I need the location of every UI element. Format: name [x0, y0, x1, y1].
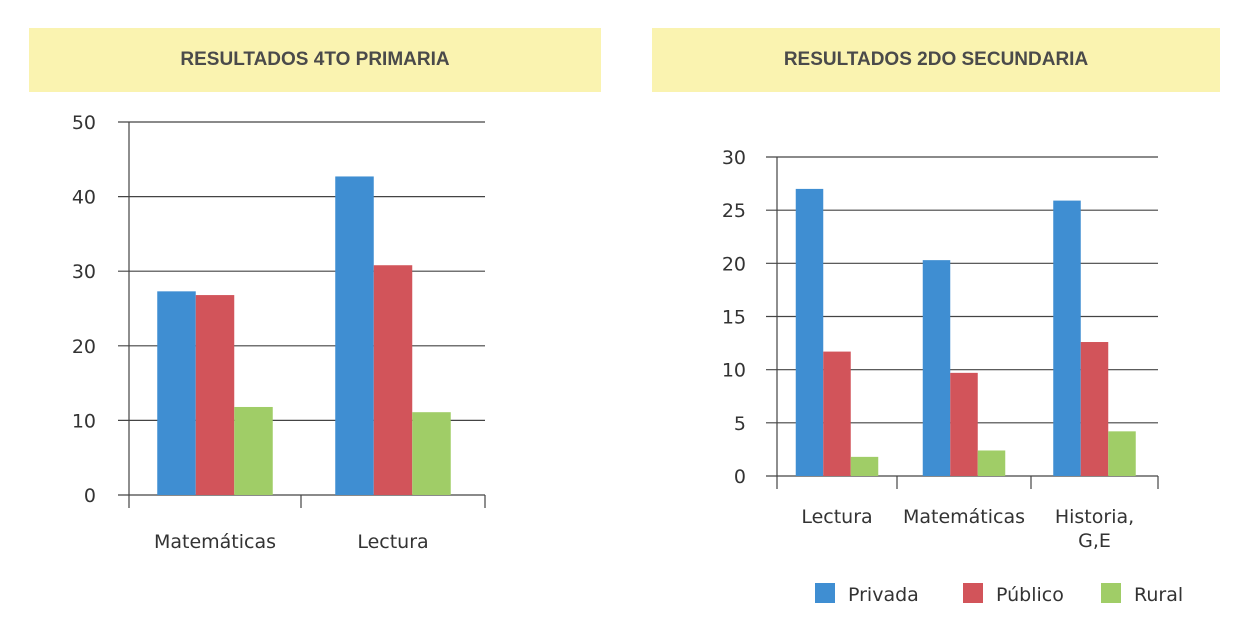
chart1-ytick-label: 10 [72, 410, 96, 432]
chart2-ytick-label: 20 [722, 253, 746, 275]
chart2-ytick-label: 10 [722, 360, 746, 382]
chart2-bar-rural-2 [977, 450, 1006, 476]
chart1-ytick-label: 40 [72, 187, 96, 209]
chart2-ytick-label: 30 [722, 147, 746, 169]
chart1-bar-público-1 [195, 295, 235, 495]
legend-swatch-2 [963, 583, 983, 603]
chart2-title-banner: RESULTADOS 2DO SECUNDARIA [652, 28, 1220, 92]
chart1-ytick-label: 30 [72, 261, 96, 283]
legend-swatch-3 [1101, 583, 1121, 603]
chart1-ytick-label: 50 [72, 112, 96, 134]
chart2-category-label: G,E [1078, 530, 1111, 552]
chart2-category-label: Historia, [1055, 506, 1134, 528]
chart1-bar-privada-2 [335, 176, 374, 495]
chart2-bar-público-3 [1080, 342, 1109, 476]
chart1-ytick-label: 0 [84, 485, 96, 507]
chart1-bar-rural-1 [234, 406, 273, 495]
chart2-bar-público-1 [823, 351, 851, 476]
chart2-ytick-label: 5 [734, 413, 746, 435]
chart1-bar-rural-2 [412, 412, 451, 495]
legend-label-2: Público [996, 584, 1064, 606]
chart2-bar-público-2 [950, 372, 978, 476]
chart1-title-banner: RESULTADOS 4TO PRIMARIA [29, 28, 601, 92]
chart2-ytick-label: 25 [722, 200, 746, 222]
chart2-bar-rural-1 [850, 456, 879, 476]
chart2-bar-privada-3 [1053, 200, 1081, 476]
chart2-ytick-label: 0 [734, 466, 746, 488]
chart1-ytick-label: 20 [72, 336, 96, 358]
chart1-category-label: Lectura [357, 531, 428, 553]
chart2-bar-privada-2 [922, 260, 951, 476]
legend-label-1: Privada [848, 584, 919, 606]
chart1-bar-público-2 [373, 265, 413, 495]
chart2-category-label: Lectura [801, 506, 872, 528]
chart1-bar-privada-1 [157, 291, 196, 495]
chart2-ytick-label: 15 [722, 307, 746, 329]
chart2-bar-rural-3 [1108, 431, 1136, 476]
legend-swatch-1 [815, 583, 835, 603]
chart1-title: RESULTADOS 4TO PRIMARIA [180, 49, 450, 70]
legend-label-3: Rural [1134, 584, 1183, 606]
chart2-bar-privada-1 [795, 188, 824, 476]
chart2-category-label: Matemáticas [903, 506, 1025, 528]
chart1-category-label: Matemáticas [154, 531, 276, 553]
chart2-title: RESULTADOS 2DO SECUNDARIA [783, 49, 1089, 70]
